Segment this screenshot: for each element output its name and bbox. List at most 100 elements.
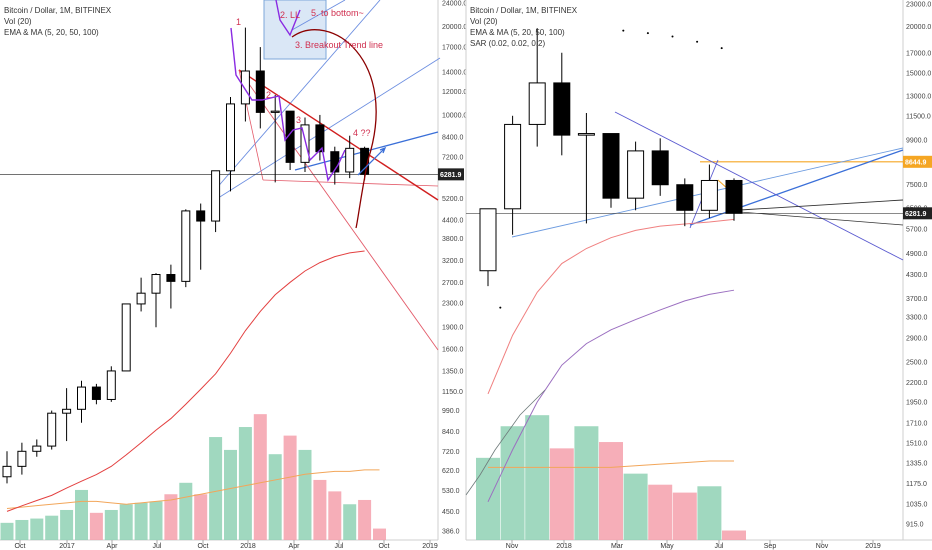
left-price-tick-label: 8400.0: [442, 135, 464, 142]
right-volume-bar: [476, 457, 500, 540]
left-candle-body: [136, 292, 146, 305]
right-trend-line-purple: [614, 111, 904, 261]
wave-annotation-label: 2: [266, 90, 271, 100]
left-chart-pane[interactable]: 24000.0 20000.0 17000.0 14000.0 12000.0 10000…: [0, 0, 467, 550]
left-candle-body: [181, 210, 191, 282]
left-price-tick-label: 840.0: [442, 429, 460, 436]
projection-arc: [291, 29, 377, 229]
left-price-tick-label: 20000.0: [442, 24, 467, 31]
left-price-tick-label: 1900.0: [442, 325, 464, 332]
trend-line-red-flat: [262, 179, 439, 187]
right-time-tick-label: Nov: [816, 543, 829, 550]
left-candle-body: [32, 445, 42, 452]
left-candle-body: [106, 370, 116, 400]
left-volume-bar: [298, 449, 312, 540]
right-volume-bar: [623, 473, 648, 540]
left-candle-body: [166, 274, 176, 282]
right-price-tick-label: 7500.0: [906, 182, 928, 189]
left-time-tick-label: Jul: [153, 543, 162, 550]
left-price-tick-label: 450.0: [442, 509, 460, 516]
left-time-tick-label: Jul: [335, 543, 344, 550]
left-candle-body: [285, 110, 295, 163]
left-volume-bar: [328, 491, 342, 540]
left-legend-line: Bitcoin / Dollar, 1M, BITFINEX: [4, 6, 112, 15]
left-price-tick-label: 620.0: [442, 468, 460, 475]
right-time-tick-label: Jul: [715, 543, 724, 550]
left-volume-bar: [238, 427, 252, 540]
right-candle-body: [700, 179, 718, 211]
left-candle-body: [211, 170, 221, 222]
sar-dot: [671, 35, 674, 38]
left-price-tick-label: 990.0: [442, 408, 460, 415]
right-price-tick-label: 1510.0: [906, 441, 928, 448]
left-volume-bar: [194, 494, 208, 540]
left-volume-bar: [313, 479, 327, 540]
left-volume-bar: [149, 501, 163, 540]
right-trend-line-black-2: [739, 211, 904, 226]
left-time-tick-label: Oct: [379, 543, 390, 550]
left-price-tick-label: 24000.0: [442, 1, 467, 8]
left-volume-bar: [45, 515, 59, 540]
left-candle-body: [17, 450, 27, 467]
wave-annotation-label: 3: [296, 115, 301, 125]
right-price-tick-label: 2900.0: [906, 335, 928, 342]
left-volume-bar: [343, 504, 357, 540]
right-price-tick-label: 13000.0: [906, 94, 931, 101]
left-price-tick-label: 17000.0: [442, 45, 467, 52]
left-volume-bar: [15, 519, 29, 540]
left-candle-body: [2, 465, 12, 478]
wave-path-top: [275, 0, 301, 37]
left-volume-bar: [75, 489, 88, 540]
right-price-tick-label: 20000.0: [906, 24, 931, 31]
left-volume-bar: [209, 437, 223, 540]
left-candle-body: [240, 70, 250, 105]
left-candle-body: [300, 124, 310, 163]
right-price-tick-label: 2500.0: [906, 359, 928, 366]
right-volume-ma-line: [488, 460, 734, 468]
right-chart-pane[interactable]: 23000.0 20000.0 17000.0 15000.0 13000.0 11500…: [465, 0, 932, 550]
right-price-tick-label: 1175.0: [906, 481, 927, 488]
right-price-tick-label: 17000.0: [906, 50, 931, 57]
left-candle-body: [77, 386, 86, 410]
right-price-tick-label: 1335.0: [906, 461, 928, 468]
left-volume-bar: [283, 435, 297, 540]
left-volume-bar: [30, 518, 44, 540]
right-legend-line: Bitcoin / Dollar, 1M, BITFINEX: [470, 6, 578, 15]
left-volume-bar: [119, 504, 133, 540]
wave-annotation-label: 2. LL: [280, 10, 300, 20]
left-volume-bar: [104, 509, 118, 540]
left-candle-body: [315, 124, 325, 153]
right-ema100-line: [465, 389, 546, 496]
right-price-tick-label: 5700.0: [906, 226, 928, 233]
right-candle-body: [725, 179, 743, 214]
left-price-tick-label: 386.0: [442, 529, 460, 536]
right-candle-body: [627, 150, 645, 199]
right-candle-body: [479, 208, 497, 272]
left-candle-body: [196, 210, 206, 222]
left-volume-bar: [134, 502, 148, 540]
right-price-tick-label: 915.0: [906, 522, 924, 529]
left-candle-body: [121, 303, 131, 372]
left-last-price-label: 6281.9: [440, 172, 462, 179]
left-price-tick-label: 2300.0: [442, 300, 464, 307]
right-volume-bar: [648, 484, 673, 540]
left-price-tick-label: 14000.0: [442, 69, 467, 76]
left-volume-bar: [358, 499, 372, 540]
left-ema20-line: [6, 250, 365, 512]
right-candle-body: [553, 82, 571, 136]
left-price-tick-label: 720.0: [442, 449, 460, 456]
left-volume-bar: [373, 528, 386, 540]
right-legend-line: SAR (0.02, 0.02, 0.2): [470, 39, 545, 48]
left-price-tick-label: 1600.0: [442, 347, 464, 354]
right-price-tick-label: 4900.0: [906, 251, 928, 258]
left-volume-bar: [89, 512, 103, 540]
trend-line-red-projection: [238, 69, 439, 351]
sar-dot: [720, 47, 723, 50]
left-price-tick-label: 1350.0: [442, 368, 464, 375]
left-candle-body: [255, 70, 265, 113]
left-price-tick-label: 3200.0: [442, 258, 464, 265]
right-ema20-line: [487, 218, 735, 395]
left-volume-bar: [268, 454, 282, 540]
